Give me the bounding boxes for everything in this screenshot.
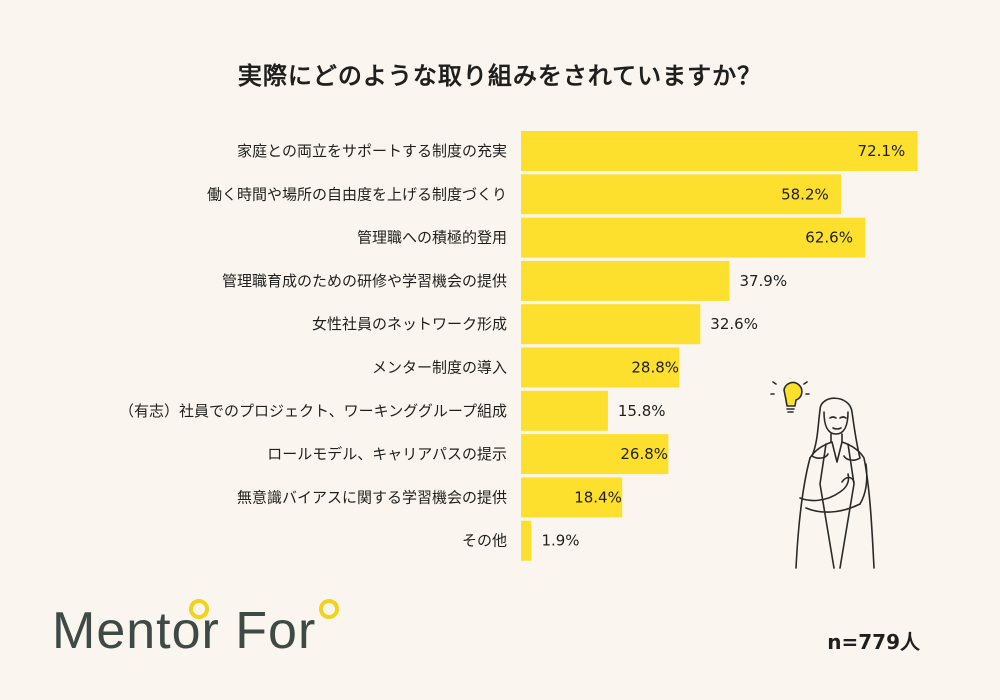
bar: [521, 520, 532, 561]
bar: [521, 347, 680, 388]
value-label: 28.8%: [631, 359, 679, 377]
category-label: その他: [462, 532, 507, 550]
bar: [521, 131, 918, 171]
logo-ring-icon: [319, 599, 339, 619]
value-label: 72.1%: [858, 142, 906, 160]
value-label: 18.4%: [574, 488, 622, 506]
category-label: 働く時間や場所の自由度を上げる制度づくり: [207, 185, 507, 203]
value-label: 26.8%: [620, 445, 668, 463]
sample-size-label: n=779人: [827, 630, 920, 654]
bar: [521, 477, 623, 518]
bar: [521, 390, 608, 431]
value-label: 58.2%: [781, 185, 829, 203]
category-label: 管理職への積極的登用: [357, 229, 507, 247]
value-label: 62.6%: [805, 229, 853, 247]
category-label: 無意識バイアスに関する学習機会の提供: [237, 488, 507, 506]
category-label: 女性社員のネットワーク形成: [312, 315, 507, 333]
category-label: ロールモデル、キャリアパスの提示: [267, 445, 507, 463]
thinking-woman-illustration: [770, 378, 875, 569]
value-label: 32.6%: [710, 315, 758, 333]
category-label: （有志）社員でのプロジェクト、ワーキンググループ組成: [119, 402, 507, 420]
category-label: 管理職育成のための研修や学習機会の提供: [222, 272, 507, 290]
value-label: 1.9%: [541, 532, 579, 550]
value-label: 15.8%: [618, 402, 666, 420]
bar: [521, 174, 842, 215]
logo-ring-icon: [189, 599, 209, 619]
mentor-for-logo: Mentor For: [52, 599, 339, 658]
logo-text: Mentor For: [52, 602, 316, 658]
value-label: 37.9%: [739, 272, 787, 290]
category-label: 家庭との両立をサポートする制度の充実: [237, 142, 507, 160]
bar: [521, 304, 701, 345]
bar: [521, 217, 866, 258]
bar: [521, 434, 669, 475]
chart-title: 実際にどのような取り組みをされていますか？: [237, 62, 763, 90]
bar: [521, 260, 730, 301]
category-label: メンター制度の導入: [372, 359, 507, 377]
